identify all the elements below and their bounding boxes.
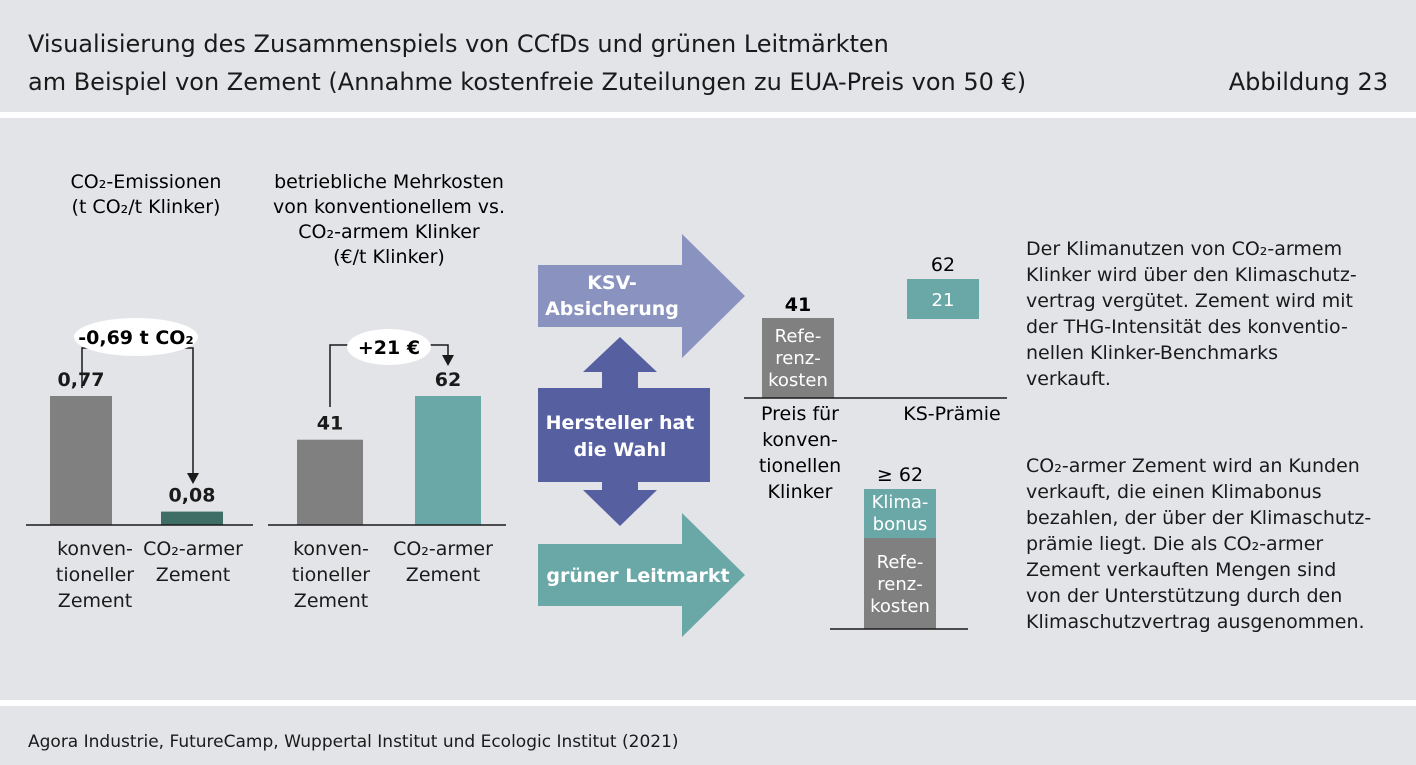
- ksv-description: Der Klimanutzen von CO₂-armem Klinker wir…: [1026, 238, 1357, 390]
- ksv-axis-label-line-4: Klinker: [768, 481, 833, 503]
- green-market-description: CO₂-armer Zement wird an Kunden verkauft,…: [1026, 455, 1372, 633]
- chart-costs-title-line-3: CO₂-armem Klinker: [298, 221, 480, 243]
- arrow-ksv-label-line-1: KSV-: [587, 272, 637, 294]
- chart-costs-category-label: CO₂-armer Zement: [393, 538, 493, 586]
- green-bonus-label-line-2: bonus: [873, 514, 928, 535]
- ksv-axis-label-line-1: Preis für: [761, 403, 839, 425]
- ksv-reference-label-line-3: kosten: [768, 370, 828, 391]
- footer-band: [0, 706, 1416, 765]
- header-band: [0, 0, 1416, 112]
- green-bonus-bar: [864, 489, 936, 538]
- chart-costs-bar: [297, 439, 363, 525]
- ksv-panel: 41 Refe- renz- kosten 62 21 Preis für ko…: [744, 254, 1007, 503]
- chart-costs-category-label: konven-tioneller Zement: [291, 538, 371, 612]
- chart-costs-value-label: 41: [317, 413, 343, 435]
- green-reference-label-line-2: renz-: [877, 574, 922, 595]
- source-note: Agora Industrie, FutureCamp, Wuppertal I…: [28, 732, 679, 752]
- ksv-reference-bar: [762, 318, 834, 398]
- green-reference-label-line-3: kosten: [870, 596, 930, 617]
- figure-title-line-2: am Beispiel von Zement (Annahme kostenfr…: [28, 68, 1027, 96]
- ksv-axis-label-premium: KS-Prämie: [903, 403, 1000, 425]
- chart-emissions-delta-arrowhead: [187, 473, 199, 484]
- figure-number: Abbildung 23: [1228, 68, 1388, 96]
- ksv-reference-label-line-1: Refe-: [775, 326, 822, 347]
- chart-costs-value-label: 62: [435, 369, 461, 391]
- chart-emissions-value-label: 0,77: [58, 369, 105, 391]
- chart-emissions-bar: [50, 396, 112, 525]
- chart-costs-delta-bubble: [347, 329, 431, 365]
- chart-emissions-value-label: 0,08: [169, 485, 216, 507]
- arrow-ksv-label-line-2: Absicherung: [545, 298, 679, 320]
- arrow-choice-label-line-1: Hersteller hat: [546, 412, 695, 434]
- chart-costs: betriebliche Mehrkosten von konventionel…: [268, 171, 506, 526]
- chart-costs-title-line-2: von konventionellem vs.: [273, 196, 505, 218]
- green-reference-bar: [864, 538, 936, 629]
- chart-emissions-unit: (t CO₂/t Klinker): [72, 196, 221, 218]
- chart-costs-bar: [415, 396, 481, 525]
- chart-emissions-bar: [161, 511, 223, 525]
- ksv-reference-label-line-2: renz-: [775, 348, 820, 369]
- chart-costs-delta-arrowhead: [442, 355, 454, 366]
- ksv-reference-value: 41: [785, 294, 811, 316]
- arrow-green-market-label: grüner Leitmarkt: [546, 565, 729, 587]
- ksv-premium-bar: [907, 279, 979, 319]
- arrow-green-market: grüner Leitmarkt: [538, 513, 745, 637]
- chart-emissions-category-label: CO₂-armer Zement: [143, 538, 243, 586]
- arrow-ksv: KSV- Absicherung: [538, 234, 745, 358]
- ksv-axis-label-line-2: konven-: [762, 429, 838, 451]
- chart-emissions: CO₂-Emissionen (t CO₂/t Klinker) 0,77 0,0…: [26, 171, 253, 526]
- green-reference-label-line-1: Refe-: [877, 552, 924, 573]
- green-bonus-label-line-1: Klima-: [872, 492, 929, 513]
- chart-costs-delta-label: +21 €: [358, 337, 420, 359]
- ksv-axis-label-line-3: tionellen: [759, 455, 841, 477]
- green-total-value: ≥ 62: [877, 464, 923, 486]
- ksv-premium-total: 62: [931, 254, 955, 276]
- ksv-premium-value: 21: [932, 290, 955, 311]
- chart-emissions-delta-label: -0,69 t CO₂: [78, 327, 194, 349]
- green-panel: ≥ 62 Klima- bonus Refe- renz- kosten: [830, 464, 968, 630]
- chart-emissions-delta-bubble: [74, 318, 198, 356]
- chart-emissions-category-label: konven-tioneller Zement: [55, 538, 135, 612]
- arrow-choice-label-line-2: die Wahl: [574, 439, 667, 461]
- figure-title-line-1: Visualisierung des Zusammenspiels von CC…: [28, 30, 889, 58]
- arrow-choice: Hersteller hat die Wahl: [538, 337, 710, 526]
- chart-emissions-title: CO₂-Emissionen: [71, 171, 222, 193]
- chart-costs-title-line-1: betriebliche Mehrkosten: [274, 171, 504, 193]
- chart-costs-unit: (€/t Klinker): [333, 246, 445, 268]
